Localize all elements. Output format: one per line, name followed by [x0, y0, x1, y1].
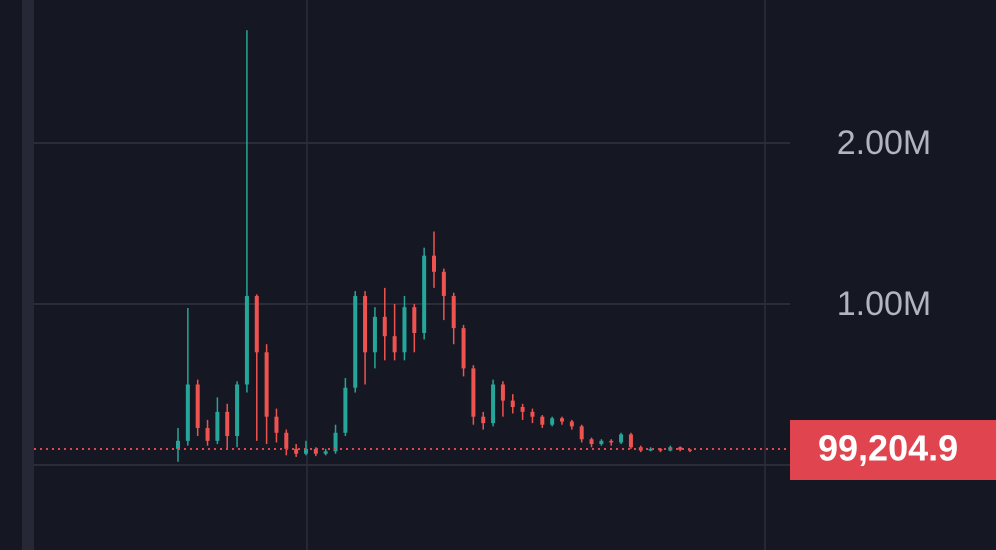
candle-body: [195, 384, 200, 428]
candle-body: [510, 400, 515, 408]
candle-body: [176, 440, 180, 449]
candle-body: [609, 440, 614, 443]
candle-body: [294, 448, 299, 454]
candle-body: [225, 411, 230, 437]
candle-body: [343, 387, 348, 433]
candle-body: [235, 384, 240, 437]
candle-body: [540, 416, 545, 425]
candle-body: [619, 434, 624, 443]
candle-body: [422, 255, 427, 333]
candle-body: [382, 316, 387, 337]
candle-body: [520, 407, 525, 412]
grid: [34, 141, 790, 466]
candle-body: [353, 295, 358, 388]
candle-body: [333, 432, 338, 452]
y-tick-label: 2.00M: [837, 124, 932, 162]
candle-body: [432, 255, 436, 272]
candle-body: [451, 295, 456, 329]
candle-body: [215, 411, 220, 441]
candle-body: [658, 448, 663, 451]
candle-body: [254, 295, 259, 353]
candle-body: [471, 368, 476, 417]
candle-body: [363, 295, 368, 353]
y-tick-label: 1.00M: [837, 285, 932, 323]
candle-body: [284, 432, 289, 449]
candle-body: [274, 416, 279, 433]
candle-body: [412, 307, 417, 333]
candle-body: [589, 439, 594, 445]
candle-body: [461, 328, 466, 369]
candle-body: [579, 426, 584, 440]
candle-body: [313, 448, 318, 454]
candle-body: [205, 427, 210, 441]
candle-body: [481, 416, 486, 424]
candle-body: [569, 421, 574, 427]
candle-body: [628, 434, 633, 448]
candle-body: [491, 384, 496, 424]
last-price-tag: [790, 420, 996, 481]
candle-body: [264, 352, 269, 417]
candle-body: [599, 440, 604, 445]
candle-body: [402, 307, 407, 353]
candle-body: [244, 295, 249, 385]
candle-body: [648, 448, 653, 451]
candle-body: [688, 449, 692, 451]
candle-body: [441, 271, 446, 296]
candle-body: [678, 447, 683, 450]
last-price-label: 99,204.9: [818, 428, 958, 469]
candle-body: [304, 448, 308, 454]
candle-body: [560, 418, 564, 422]
candles: [176, 30, 692, 462]
candle-body: [372, 316, 377, 353]
candle-body: [530, 411, 535, 417]
candle-body: [550, 418, 555, 425]
candle-body: [500, 384, 505, 401]
candle-body: [323, 451, 328, 454]
candle-body: [392, 336, 397, 353]
candle-body: [185, 384, 190, 441]
price-tag: 99,204.9: [34, 420, 996, 481]
left-panel-edge: [22, 0, 34, 550]
